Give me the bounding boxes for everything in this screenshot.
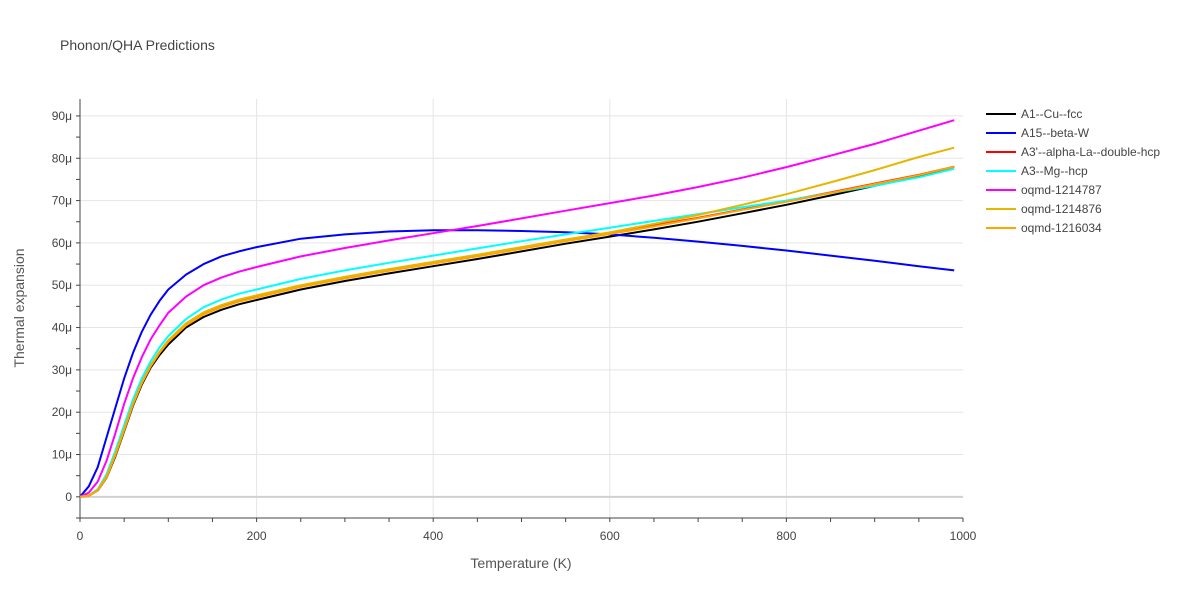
y-tick-label: 10μ — [52, 448, 72, 462]
y-tick-label: 0 — [65, 490, 72, 504]
series-line-oqmd-1214876[interactable] — [79, 146, 955, 498]
x-tick-label: 200 — [247, 529, 267, 543]
x-tick-label: 0 — [77, 529, 84, 543]
legend-label: A15--beta-W — [1021, 126, 1090, 140]
y-tick-label: 60μ — [52, 236, 72, 250]
plot-area[interactable] — [79, 119, 955, 498]
x-tick-label: 800 — [776, 529, 796, 543]
legend[interactable]: A1--Cu--fcc A15--beta-W A3'--alpha-La--dou… — [986, 107, 1160, 235]
y-tick-label: 80μ — [52, 151, 72, 165]
y-axis-label: Thermal expansion — [11, 248, 27, 367]
x-axis-label: Temperature (K) — [470, 555, 571, 571]
y-tick-label: 50μ — [52, 278, 72, 292]
legend-label: oqmd-1214876 — [1021, 202, 1102, 216]
legend-item[interactable]: A3'--alpha-La--double-hcp — [986, 145, 1160, 159]
legend-item[interactable]: A3--Mg--hcp — [986, 164, 1088, 178]
chart-title: Phonon/QHA Predictions — [60, 37, 215, 53]
series-line-oqmd-1216034[interactable] — [79, 165, 955, 498]
legend-item[interactable]: A1--Cu--fcc — [986, 107, 1082, 121]
y-tick-label: 30μ — [52, 363, 72, 377]
legend-label: A3'--alpha-La--double-hcp — [1021, 145, 1160, 159]
y-tick-label: 90μ — [52, 109, 72, 123]
x-tick-label: 400 — [423, 529, 443, 543]
legend-label: oqmd-1216034 — [1021, 221, 1102, 235]
series-line-a3-mg-hcp[interactable] — [79, 167, 955, 498]
legend-item[interactable]: oqmd-1214787 — [986, 183, 1102, 197]
axes: 0 200 400 600 800 1000 0 10μ 20μ 30μ 40μ 50μ 60μ 70μ 8… — [52, 99, 977, 543]
x-tick-label: 600 — [600, 529, 620, 543]
grid — [80, 99, 963, 518]
x-tick-label: 1000 — [950, 529, 977, 543]
legend-item[interactable]: oqmd-1214876 — [986, 202, 1102, 216]
y-tick-label: 20μ — [52, 405, 72, 419]
series-line-a1-cu-fcc[interactable] — [79, 165, 955, 498]
legend-label: A1--Cu--fcc — [1021, 107, 1082, 121]
series-line-oqmd-1214787[interactable] — [79, 119, 955, 498]
y-tick-label: 70μ — [52, 194, 72, 208]
legend-item[interactable]: oqmd-1216034 — [986, 221, 1102, 235]
legend-label: A3--Mg--hcp — [1021, 164, 1088, 178]
legend-item[interactable]: A15--beta-W — [986, 126, 1090, 140]
legend-label: oqmd-1214787 — [1021, 183, 1102, 197]
series-line-a3-alpha-la-double-hcp[interactable] — [79, 165, 955, 498]
y-tick-label: 40μ — [52, 321, 72, 335]
series-line-a15-beta-w[interactable] — [79, 229, 955, 498]
